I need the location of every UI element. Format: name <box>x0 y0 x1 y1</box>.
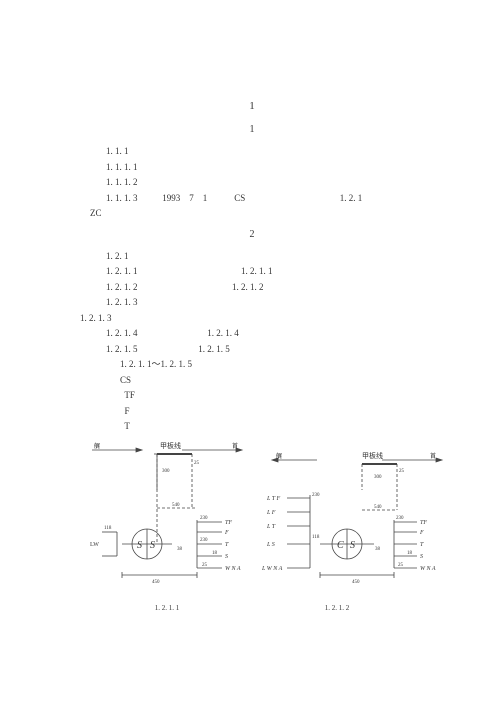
text-line: 1. 2. 1. 1～1. 2. 1. 5 <box>80 358 424 372</box>
svg-text:450: 450 <box>152 580 160 585</box>
svg-text:首: 首 <box>232 442 238 450</box>
chapter-title: 1 <box>80 100 424 112</box>
svg-text:甲板线: 甲板线 <box>160 441 181 450</box>
svg-text:L S: L S <box>266 542 275 548</box>
svg-text:S: S <box>137 540 142 551</box>
svg-text:18: 18 <box>212 551 218 556</box>
svg-text:450: 450 <box>352 580 360 585</box>
svg-text:F: F <box>224 530 229 536</box>
text-line: CS <box>80 374 424 388</box>
svg-text:F: F <box>419 530 424 536</box>
figure-captions: 1. 2. 1. 1 1. 2. 1. 2 <box>82 604 422 612</box>
svg-text:118: 118 <box>312 535 320 540</box>
svg-text:230: 230 <box>312 493 320 498</box>
svg-text:艉: 艉 <box>94 442 100 450</box>
svg-text:S: S <box>420 554 423 560</box>
svg-text:25: 25 <box>399 469 405 474</box>
svg-text:L W N A: L W N A <box>262 566 283 572</box>
svg-text:230: 230 <box>200 538 208 543</box>
text-line: 1. 2. 1. 2 1. 2. 1. 2 <box>80 281 424 295</box>
svg-text:540: 540 <box>374 505 382 510</box>
svg-text:540: 540 <box>172 503 180 508</box>
text-line: 1. 1. 1 <box>80 145 424 159</box>
svg-text:L T: L T <box>266 524 276 530</box>
text-line: ZC <box>80 207 424 221</box>
svg-text:L T F: L T F <box>266 496 280 502</box>
figure-2: 艉 甲板线 首 300 25 540 L T F L F L T L S L W… <box>262 440 452 600</box>
figure-1-caption: 1. 2. 1. 1 <box>82 604 252 612</box>
page: 1 1 1. 1. 1 1. 1. 1. 1 1. 1. 1. 2 1. 1. … <box>0 0 504 713</box>
svg-text:25: 25 <box>398 563 404 568</box>
text-line: F <box>80 405 424 419</box>
figure-2-caption: 1. 2. 1. 2 <box>252 604 422 612</box>
svg-text:艉: 艉 <box>276 452 282 460</box>
text-line: 1. 1. 1. 1 <box>80 161 424 175</box>
svg-text:W N A: W N A <box>420 566 436 572</box>
text-line: T <box>80 420 424 434</box>
svg-text:T: T <box>225 542 229 548</box>
svg-text:C: C <box>337 540 344 551</box>
svg-text:25: 25 <box>194 461 200 466</box>
figure-1: 艉 甲板线 首 300 540 25 118 LW S S 230 230 TF… <box>82 440 252 600</box>
text-line: 1. 1. 1. 2 <box>80 176 424 190</box>
svg-text:18: 18 <box>407 551 413 556</box>
section1-title: 1 <box>80 124 424 135</box>
text-line: 1. 2. 1. 3 <box>80 296 424 310</box>
svg-text:LW: LW <box>90 542 99 548</box>
svg-text:TF: TF <box>420 520 427 526</box>
svg-text:W N A: W N A <box>225 566 241 572</box>
svg-text:25: 25 <box>202 563 208 568</box>
svg-text:甲板线: 甲板线 <box>362 451 383 460</box>
svg-text:230: 230 <box>396 516 404 521</box>
svg-text:118: 118 <box>104 526 112 531</box>
text-line: 1. 2. 1. 3 <box>80 312 424 326</box>
svg-text:230: 230 <box>200 516 208 521</box>
section2-title: 2 <box>80 229 424 240</box>
svg-text:S: S <box>225 554 228 560</box>
svg-text:S: S <box>350 540 355 551</box>
text-line: TF <box>80 389 424 403</box>
svg-text:38: 38 <box>375 547 381 552</box>
text-line: 1. 2. 1. 4 1. 2. 1. 4 <box>80 327 424 341</box>
figures-container: 艉 甲板线 首 300 540 25 118 LW S S 230 230 TF… <box>82 440 422 600</box>
text-line: 1. 2. 1. 5 1. 2. 1. 5 <box>80 343 424 357</box>
text-line: 1. 1. 1. 3 1993 7 1 CS 1. 2. 1 <box>80 192 424 206</box>
svg-text:首: 首 <box>430 452 436 460</box>
svg-text:300: 300 <box>374 475 382 480</box>
svg-text:300: 300 <box>162 469 170 474</box>
text-line: 1. 2. 1 <box>80 250 424 264</box>
svg-text:38: 38 <box>177 547 183 552</box>
text-line: 1. 2. 1. 1 1. 2. 1. 1 <box>80 265 424 279</box>
svg-text:TF: TF <box>225 520 232 526</box>
svg-text:L F: L F <box>266 510 276 516</box>
svg-text:S: S <box>150 540 155 551</box>
svg-text:T: T <box>420 542 424 548</box>
